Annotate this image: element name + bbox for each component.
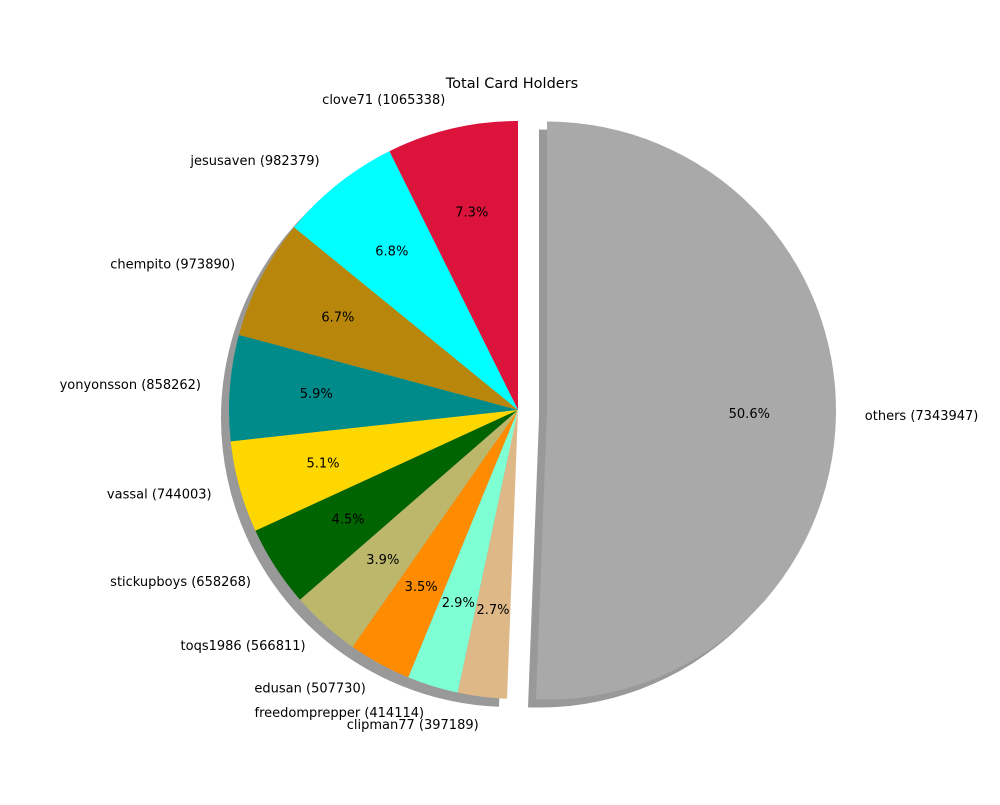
- slice-label-chempito: chempito (973890): [110, 258, 235, 273]
- pie-slice-stickupboys: [255, 410, 518, 600]
- pie-slice-others: [535, 121, 837, 700]
- slice-label-clove71: clove71 (1065338): [322, 93, 445, 108]
- slice-layer: [229, 121, 837, 700]
- pct-label-clipman77: 2.7%: [476, 603, 509, 618]
- pct-label-chempito: 6.7%: [321, 310, 354, 325]
- pct-label-freedomprepper: 2.9%: [442, 596, 475, 611]
- slice-label-yonyonsson: yonyonsson (858262): [60, 378, 201, 393]
- pie-slice-clipman77: [457, 410, 518, 699]
- pie-slice-yonyonsson: [229, 334, 519, 442]
- slice-label-toqs1986: toqs1986 (566811): [181, 639, 306, 654]
- pct-label-yonyonsson: 5.9%: [300, 387, 333, 402]
- slice-label-freedomprepper: freedomprepper (414114): [255, 706, 425, 721]
- pie-slice-chempito: [238, 227, 518, 410]
- chart-title: Total Card Holders: [445, 76, 578, 92]
- slice-label-others: others (7343947): [865, 409, 979, 424]
- pie-slice-freedomprepper: [408, 410, 518, 693]
- pie-slice-edusan: [352, 410, 518, 678]
- pct-label-vassal: 5.1%: [306, 457, 339, 472]
- pie-slice-jesusaven: [294, 151, 518, 410]
- pie-slice-vassal: [230, 410, 518, 531]
- slice-label-jesusaven: jesusaven (982379): [189, 154, 319, 169]
- label-layer: 7.3% clove71 (1065338) 6.8% jesusaven (9823…: [60, 93, 979, 733]
- pct-label-jesusaven: 6.8%: [375, 244, 408, 259]
- slice-label-stickupboys: stickupboys (658268): [110, 575, 251, 590]
- pie-slice-toqs1986: [300, 410, 518, 648]
- slice-label-edusan: edusan (507730): [254, 682, 365, 697]
- pct-label-toqs1986: 3.9%: [366, 553, 399, 568]
- pct-label-clove71: 7.3%: [455, 206, 488, 221]
- slice-label-vassal: vassal (744003): [107, 487, 212, 502]
- pct-label-stickupboys: 4.5%: [332, 512, 365, 527]
- slice-label-clipman77: clipman77 (397189): [347, 718, 479, 733]
- pie-slice-clove71: [389, 121, 518, 410]
- pct-label-edusan: 3.5%: [405, 580, 438, 595]
- pct-label-others: 50.6%: [729, 407, 770, 422]
